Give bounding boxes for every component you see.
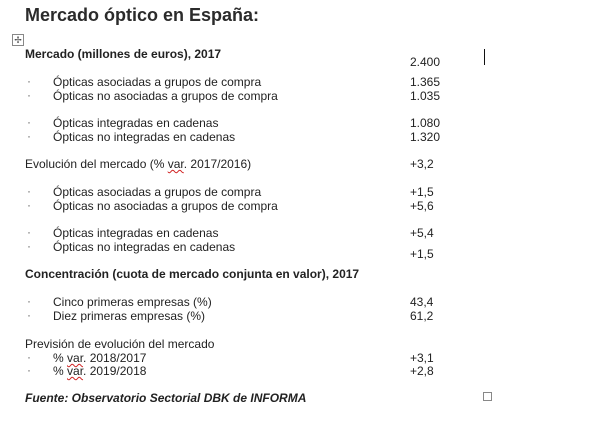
evolution-item-label: Ópticas integradas en cadenas [53,226,219,240]
source-note: Fuente: Observatorio Sectorial DBK de IN… [25,391,307,405]
spellcheck-word[interactable]: var [167,157,184,171]
bullet: · [27,115,31,129]
evolution-header: Evolución del mercado (% var. 2017/2016) [25,157,251,171]
evolution-item-label: Ópticas asociadas a grupos de compra [53,185,262,199]
market-item-label: Ópticas integradas en cadenas [53,116,219,130]
bullet: · [27,294,31,308]
concentration-item-value: 43,4 [410,295,434,309]
bullet: · [27,363,31,377]
evolution-header-text: . 2017/2016) [183,157,252,171]
market-item-value: 1.035 [410,89,441,103]
market-item-value: 1.320 [410,130,441,144]
evolution-total: +3,2 [410,157,434,171]
evolution-header-text: Evolución del mercado (% [25,157,168,171]
evolution-item-label: Ópticas no integradas en cadenas [53,240,236,254]
bullet: · [27,184,31,198]
evolution-item-value: +1,5 [410,185,434,199]
bullet: · [27,350,31,364]
forecast-label-text: % [53,364,68,378]
bullet: · [27,198,31,212]
end-of-cell-marker-icon [483,392,492,401]
forecast-label-text: . 2019/2018 [83,364,147,378]
bullet: · [27,308,31,322]
forecast-item-label: % var. 2018/2017 [53,351,146,365]
market-item-label: Ópticas no asociadas a grupos de compra [53,89,278,103]
market-item-value: 1.365 [410,75,441,89]
forecast-item-value: +3,1 [410,351,434,365]
concentration-item-label: Diez primeras empresas (%) [53,309,206,323]
evolution-item-value: +5,6 [410,199,434,213]
bullet: · [27,225,31,239]
market-total: 2.400 [410,55,441,69]
bullet: · [27,239,31,253]
forecast-label-text: . 2018/2017 [83,351,147,365]
evolution-item-label: Ópticas no asociadas a grupos de compra [53,199,278,213]
market-item-label: Ópticas no integradas en cadenas [53,130,236,144]
market-item-value: 1.080 [410,116,441,130]
text-cursor [484,49,485,65]
concentration-item-label: Cinco primeras empresas (%) [53,295,212,309]
bullet: · [27,88,31,102]
forecast-header: Previsión de evolución del mercado [25,337,215,351]
forecast-item-label: % var. 2019/2018 [53,364,146,378]
bullet: · [27,129,31,143]
market-item-label: Ópticas asociadas a grupos de compra [53,75,262,89]
forecast-label-text: % [53,351,68,365]
spellcheck-word[interactable]: var [67,364,84,378]
evolution-item-value: +1,5 [410,247,434,261]
bullet: · [27,74,31,88]
forecast-item-value: +2,8 [410,364,434,378]
concentration-header: Concentración (cuota de mercado conjunta… [25,267,360,281]
market-header: Mercado (millones de euros), 2017 [25,47,222,61]
concentration-item-value: 61,2 [410,309,434,323]
document-title: Mercado óptico en España: [25,5,260,25]
table-move-handle-icon[interactable]: ✢ [12,34,24,46]
evolution-item-value: +5,4 [410,226,434,240]
spellcheck-word[interactable]: var [67,351,84,365]
